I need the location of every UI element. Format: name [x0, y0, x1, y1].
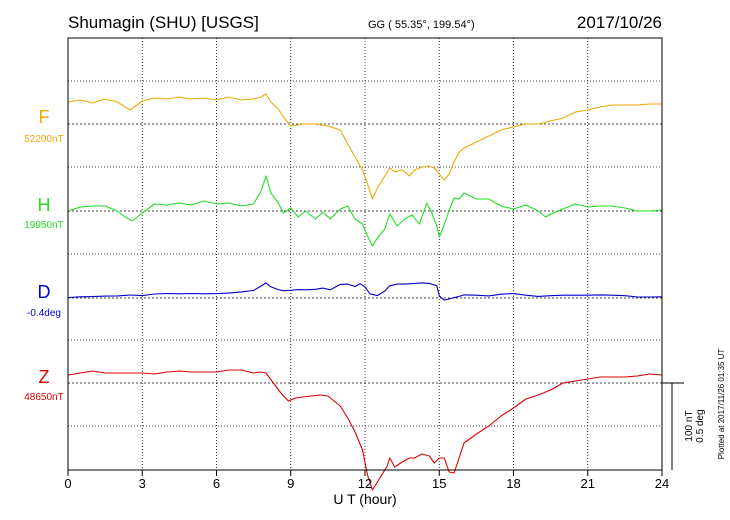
plotted-at-note: Plotted at 2017/11/26 01:35 UT: [717, 349, 726, 460]
series-label-H: H: [38, 195, 51, 215]
series-line-F: [67, 93, 662, 200]
station-title: Shumagin (SHU) [USGS]: [68, 13, 259, 32]
x-tick-label-12: 12: [358, 476, 372, 491]
x-tick-label-0: 0: [64, 476, 71, 491]
scale-nt-label: 100 nT: [684, 410, 695, 441]
scale-deg-label: 0.5 deg: [695, 409, 706, 442]
baselines: [68, 123, 662, 384]
grid-lines: [68, 38, 662, 470]
series-baseline-F: 52200nT: [24, 134, 63, 145]
scale-bar: 100 nT 0.5 deg: [662, 382, 706, 470]
series-baseline-H: 19950nT: [24, 220, 63, 231]
series-baseline-D: -0.4deg: [27, 308, 61, 319]
x-tick-label-18: 18: [506, 476, 520, 491]
x-axis-ticks: 0 3 6 9 12 15 18 21 24: [64, 470, 669, 491]
series-label-F: F: [39, 107, 50, 127]
coordinates-label: GG ( 55.35°, 199.54°): [368, 19, 475, 31]
x-tick-label-9: 9: [287, 476, 294, 491]
x-tick-label-15: 15: [432, 476, 446, 491]
series-lines: [67, 93, 663, 491]
series-baseline-Z: 48650nT: [24, 392, 63, 403]
x-tick-label-3: 3: [139, 476, 146, 491]
series-label-D: D: [38, 282, 51, 302]
x-axis-label: U T (hour): [333, 491, 396, 507]
x-tick-label-21: 21: [581, 476, 595, 491]
series-line-D: [67, 282, 663, 301]
series-line-Z: [67, 369, 663, 491]
series-line-H: [67, 175, 663, 247]
x-tick-label-6: 6: [213, 476, 220, 491]
series-labels: F 52200nT H 19950nT D -0.4deg Z 48650nT: [24, 107, 63, 403]
date-label: 2017/10/26: [577, 13, 662, 32]
series-label-Z: Z: [39, 367, 50, 387]
x-tick-label-24: 24: [655, 476, 669, 491]
